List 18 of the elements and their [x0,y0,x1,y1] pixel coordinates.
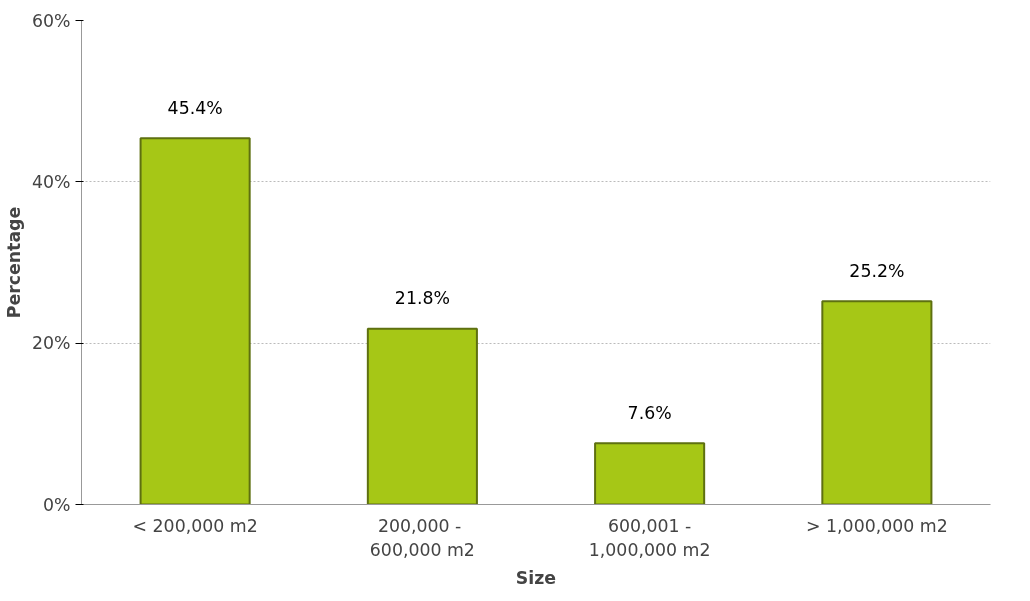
y-axis-title: Percentage [3,206,24,319]
x-tick-label: > 1,000,000 m2 [806,515,948,536]
bar [594,442,706,505]
bar [366,327,478,505]
y-tick-label: 40% [31,171,71,192]
x-tick-label: < 200,000 m2 [132,515,258,536]
bar [821,300,933,505]
y-tick-label: 0% [43,494,71,515]
y-tick-label: 60% [31,10,71,31]
x-axis-title: Size [515,567,557,588]
x-tick-label: 600,001 - 1,000,000 m2 [588,515,711,560]
text: 21.8% [394,288,450,309]
bar [139,137,251,505]
x-tick-label: 200,000 - 600,000 m2 [369,515,475,560]
text: 45.4% [167,98,223,119]
text: 7.6% [627,403,672,424]
y-tick-label: 20% [31,333,71,354]
text: 25.2% [849,261,905,282]
